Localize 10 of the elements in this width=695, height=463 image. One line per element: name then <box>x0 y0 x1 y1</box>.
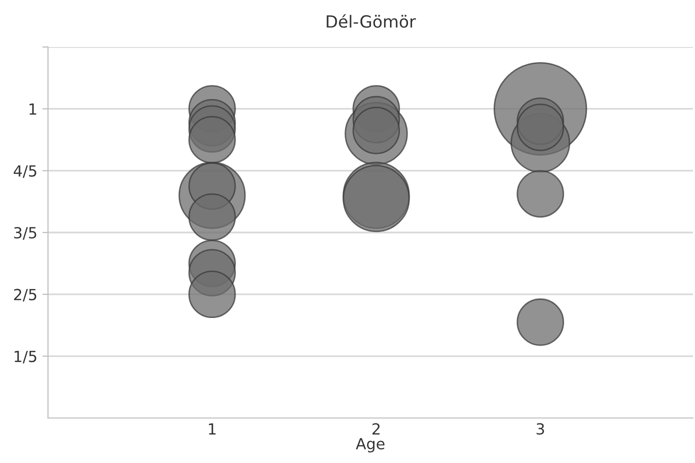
chart-title: Dél-Gömör <box>326 14 416 28</box>
y-tick-label: 2/5 <box>14 288 36 302</box>
y-tick-label: 1/5 <box>14 350 36 364</box>
y-tick-label: 4/5 <box>14 165 36 178</box>
y-tick-label: 3/5 <box>14 226 36 240</box>
x-tick-label: 3 <box>536 423 544 435</box>
y-tick-label: 1 <box>30 104 36 115</box>
x-tick-label: 1 <box>208 423 216 434</box>
x-axis-title: Age <box>356 438 384 452</box>
x-tick-label: 2 <box>372 423 380 434</box>
